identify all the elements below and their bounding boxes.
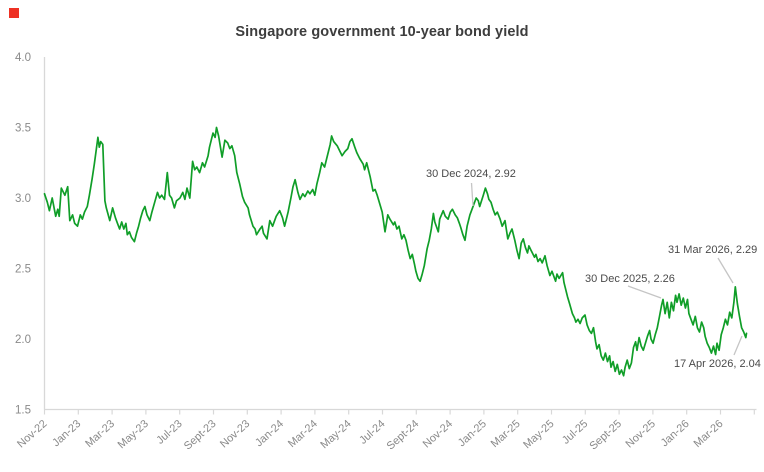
annotation-label: 30 Dec 2025, 2.26 xyxy=(585,273,675,285)
x-tick-label: Mar-26 xyxy=(692,418,726,450)
x-tick-label: Nov-22 xyxy=(15,418,49,451)
x-tick-label: May-24 xyxy=(318,418,353,451)
x-tick-label: Sept-23 xyxy=(182,418,219,453)
x-tick-label: Mar-23 xyxy=(83,418,117,450)
x-tick-label: Jul-24 xyxy=(357,418,387,447)
annotation-label: 31 Mar 2026, 2.29 xyxy=(668,244,757,256)
annotation-leader-line xyxy=(470,182,474,207)
x-tick-label: Nov-23 xyxy=(218,418,252,451)
x-tick-label: Sept-25 xyxy=(587,418,624,453)
annotation-leader-line xyxy=(733,335,743,356)
annotation-leader-line xyxy=(717,257,734,284)
y-tick-label: 2.5 xyxy=(15,264,31,276)
brand-mark-red-square xyxy=(9,8,19,18)
y-tick-label: 3.0 xyxy=(15,193,31,205)
y-tick-label: 4.0 xyxy=(15,52,31,64)
x-tick-label: Jul-25 xyxy=(560,418,590,447)
x-tick-label: Jan-24 xyxy=(253,418,286,449)
x-tick-label: Nov-24 xyxy=(421,418,455,451)
y-tick-label: 3.5 xyxy=(15,123,31,135)
x-tick-label: Sept-24 xyxy=(385,418,422,453)
x-tick-label: Mar-25 xyxy=(489,418,523,450)
annotation-label: 17 Apr 2026, 2.04 xyxy=(674,358,761,370)
x-tick-label: Mar-24 xyxy=(286,418,320,450)
y-tick-label: 1.5 xyxy=(15,405,31,417)
x-tick-label: Jan-23 xyxy=(50,418,83,449)
x-tick-label: Jan-25 xyxy=(456,418,489,449)
x-tick-label: Jul-23 xyxy=(154,418,184,447)
x-tick-label: Jan-26 xyxy=(659,418,692,449)
chart-title: Singapore government 10-year bond yield xyxy=(235,24,529,40)
annotation-leader-line xyxy=(627,285,662,299)
x-tick-label: Nov-25 xyxy=(624,418,658,451)
x-tick-label: May-25 xyxy=(521,418,556,451)
x-tick-label: May-23 xyxy=(116,418,151,451)
yield-line-series xyxy=(43,126,748,377)
y-tick-label: 2.0 xyxy=(15,334,31,346)
annotation-label: 30 Dec 2024, 2.92 xyxy=(426,168,516,180)
